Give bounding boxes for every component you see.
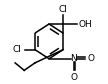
Text: Cl: Cl [59,5,68,14]
Text: O: O [70,73,77,82]
Text: O: O [88,54,95,63]
Text: OH: OH [78,19,92,28]
Text: N: N [71,54,77,63]
Text: Cl: Cl [12,45,21,54]
